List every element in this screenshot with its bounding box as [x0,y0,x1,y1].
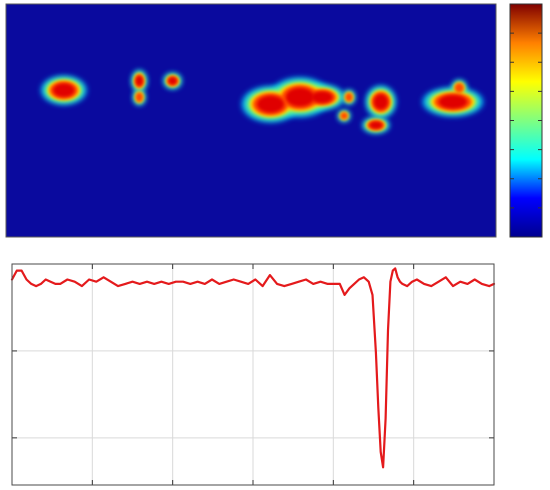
heatmap-hotspots [41,70,484,134]
heatmap-frame [5,3,497,238]
heatmap-hotspot [454,83,464,93]
heatmap-background [6,4,496,237]
heatmap-hotspot [369,121,383,129]
colorbar-ticks [510,32,542,209]
heatmap-hotspot [345,92,353,102]
plot-frame [11,263,495,486]
heatmap-hotspot [135,92,144,103]
colorbar-gradient [509,3,543,238]
heatmap-hotspot [285,87,315,107]
heatmap-hotspot [340,112,348,120]
grid-lines [12,264,494,485]
heatmap-hotspot [257,95,285,113]
axis-ticks [12,264,494,485]
heatmap-hotspot [53,83,75,97]
line-plot-panel [10,263,496,486]
heatmap-hotspot [373,94,388,110]
colorbar [509,3,543,238]
heatmap-hotspot [311,91,333,104]
heatmap-hotspot [438,95,467,109]
heatmap-panel [5,3,497,238]
heatmap-hotspot [168,77,177,85]
data-line [10,267,496,469]
heatmap-hotspot [135,75,143,86]
